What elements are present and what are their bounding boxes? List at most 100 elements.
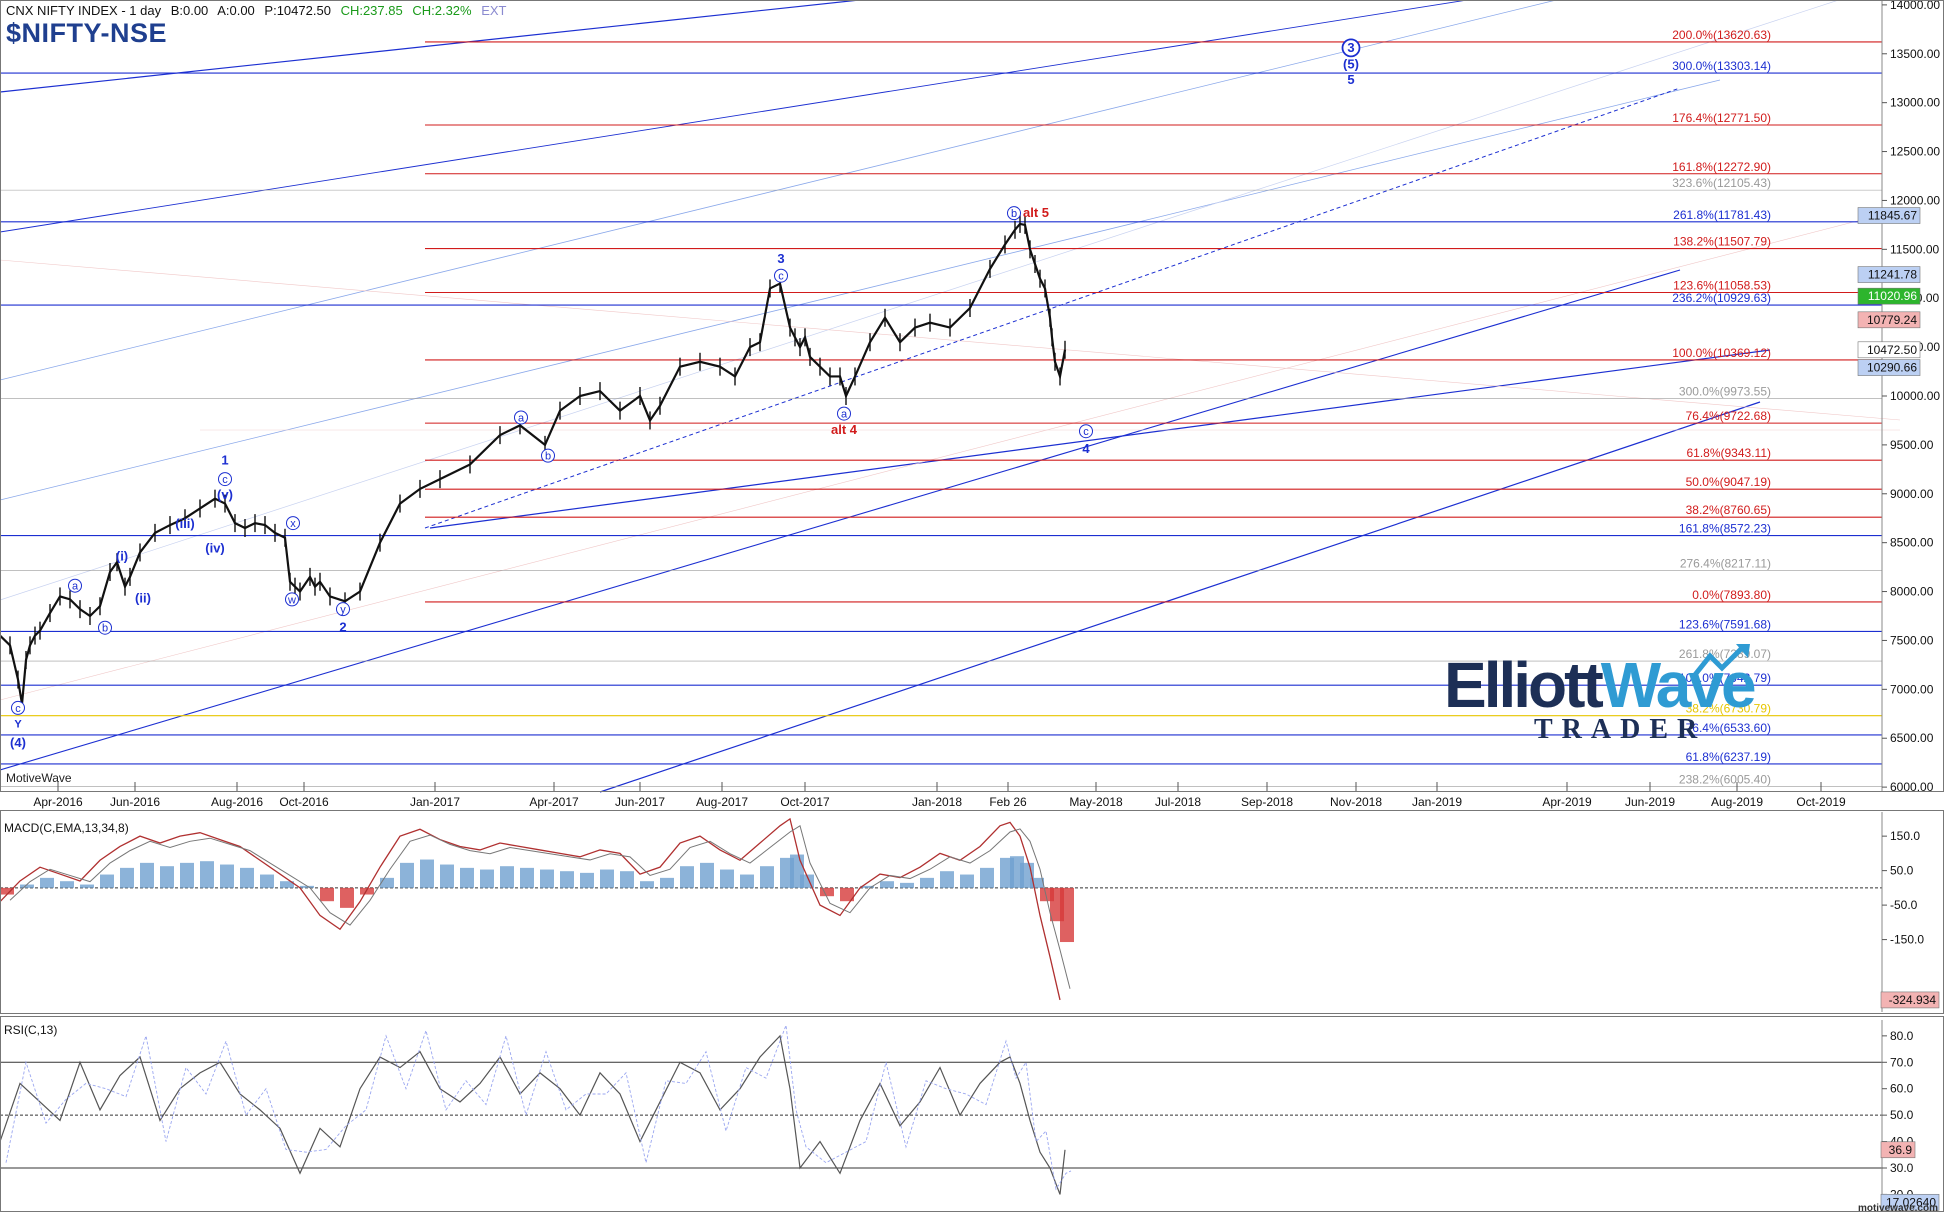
fib-level-label: 276.4%(8217.11): [1680, 556, 1771, 570]
rsi-title: RSI(C,13): [4, 1023, 57, 1037]
fib-level-label: 300.0%(13303.14): [1672, 59, 1771, 73]
date-axis-label: Jan-2019: [1412, 795, 1462, 809]
macd-histogram-bar: [260, 874, 274, 888]
price-panel[interactable]: 200.0%(13620.63) 300.0%(13303.14) 176.4%(1…: [0, 0, 1940, 809]
trend-channel-line: [0, 0, 866, 93]
wave-label-circle: [514, 410, 528, 425]
stat-change-pct: CH:2.32%: [412, 3, 472, 18]
price-series-line: [0, 222, 1067, 705]
macd-histogram-bar: [400, 862, 414, 888]
price-axis-label: 13500.00: [1890, 47, 1940, 61]
wave-label-circle: [837, 406, 851, 421]
wave-label: c: [778, 271, 784, 283]
wave-label: c: [1083, 426, 1089, 438]
rsi-axis-label: 50.0: [1890, 1108, 1914, 1122]
date-axis-label: May-2018: [1069, 795, 1123, 809]
fib-level-label: 61.8%(6237.19): [1686, 750, 1771, 764]
trend-channel-line: [0, 209, 1901, 701]
trend-channel-line: [429, 349, 1771, 529]
price-axis-label: 10000.00: [1890, 389, 1940, 403]
macd-histogram-bar: [300, 885, 314, 888]
rsi-panel[interactable]: RSI(C,13)80.070.060.050.040.030.020.036.…: [0, 1020, 1940, 1211]
trend-channel-line: [0, 259, 1901, 421]
wave-label: (i): [116, 548, 128, 563]
wave-label: a: [72, 581, 79, 593]
wave-label-circle: [336, 602, 350, 617]
macd-histogram-bar: [720, 869, 734, 888]
fib-level-label: 123.6%(7591.68): [1679, 617, 1771, 631]
wave-label: (4): [10, 735, 26, 750]
fib-level-label: 38.2%(8760.65): [1686, 503, 1771, 517]
macd-histogram-bar: [880, 881, 894, 888]
macd-histogram-bar: [200, 861, 214, 888]
macd-panel[interactable]: MACD(C,EMA,13,34,8) 150.0 50.0 -50.0 -150.0 -…: [0, 812, 1940, 1012]
wave-label: b: [102, 623, 108, 635]
price-tag-label: 10472.50: [1867, 343, 1917, 357]
rsi-axis-label: 30.0: [1890, 1161, 1914, 1175]
price-axis-label: 9500.00: [1890, 438, 1934, 452]
wave-label-circle: [1079, 424, 1093, 439]
chart-title: CNX NIFTY INDEX - 1 day: [6, 3, 162, 18]
stat-price: P:10472.50: [264, 3, 331, 18]
wave-label: c: [222, 474, 228, 486]
fib-level-label: 161.8%(12272.90): [1672, 160, 1771, 174]
wave-label-circle: [285, 592, 299, 607]
rsi-value-label: 17.02640: [1886, 1195, 1936, 1209]
wave-label: (iv): [205, 541, 225, 556]
trend-channel-line: [0, 0, 1470, 233]
wave-label: c: [15, 703, 21, 715]
date-axis-label: Aug-2019: [1711, 795, 1763, 809]
rsi-value-tag: [1880, 1141, 1916, 1159]
price-tag-box: [1857, 311, 1921, 329]
wave-label: 3: [777, 251, 784, 266]
watermark-label: MotiveWave: [6, 771, 72, 785]
price-axis-label: 7000.00: [1890, 682, 1934, 696]
fib-level-label: 300.0%(9973.55): [1679, 385, 1771, 399]
date-axis-label: Jun-2016: [110, 795, 160, 809]
wave-label: 1: [221, 453, 228, 468]
macd-histogram-bar: [1030, 877, 1044, 888]
macd-histogram-bar: [420, 859, 434, 888]
date-axis-label: Aug-2016: [211, 795, 263, 809]
date-axis-label: Apr-2019: [1542, 795, 1592, 809]
macd-value-tag: [1880, 991, 1940, 1009]
macd-value-label: -324.934: [1889, 993, 1937, 1007]
macd-histogram-bar: [140, 862, 154, 888]
price-axis-label: 13000.00: [1890, 96, 1940, 110]
macd-histogram-bar: [740, 874, 754, 888]
price-tag-box: [1857, 359, 1921, 376]
macd-histogram-bar: [600, 869, 614, 888]
price-axis-label: 14000.00: [1890, 0, 1940, 12]
stat-change: CH:237.85: [340, 3, 403, 18]
macd-histogram-bar: [580, 872, 594, 888]
fib-level-label: 161.8%(8572.23): [1679, 522, 1771, 536]
fib-level-label: 38.2%(6730.79): [1686, 702, 1771, 716]
wave-label: 3: [1347, 40, 1354, 55]
trend-dashed-line: [424, 87, 1681, 529]
logo-subtitle: TRADER: [1534, 714, 1707, 745]
macd-histogram-bar: [500, 866, 514, 888]
price-tag-label: 11020.96: [1868, 289, 1917, 303]
price-tag-box: [1857, 341, 1921, 359]
macd-histogram-bar: [700, 862, 714, 888]
macd-histogram-bar: [900, 882, 914, 888]
trend-channel-line: [0, 0, 1840, 601]
price-axis-label: 11500.00: [1890, 242, 1939, 256]
price-tag-label: 11241.78: [1868, 268, 1917, 282]
stat-ext: EXT: [481, 3, 507, 18]
fib-level-label: 138.2%(11507.79): [1673, 235, 1771, 249]
macd-histogram-bar: [280, 881, 294, 888]
trend-channel-line: [0, 79, 1721, 501]
price-axis-label: 6500.00: [1890, 731, 1934, 745]
wave-label-circle: [11, 700, 25, 715]
macd-histogram-bar: [960, 874, 974, 888]
macd-histogram-bar: [320, 887, 334, 902]
price-tag-box: [1857, 287, 1921, 305]
chart-header-stats: CNX NIFTY INDEX - 1 day B:0.00 A:0.00 P:…: [6, 3, 513, 18]
macd-axis-label: 50.0: [1890, 864, 1914, 878]
trend-channel-line: [0, 0, 1558, 381]
macd-histogram-bar: [460, 867, 474, 888]
macd-title: MACD(C,EMA,13,34,8): [4, 821, 129, 835]
macd-histogram-bar: [640, 881, 654, 888]
